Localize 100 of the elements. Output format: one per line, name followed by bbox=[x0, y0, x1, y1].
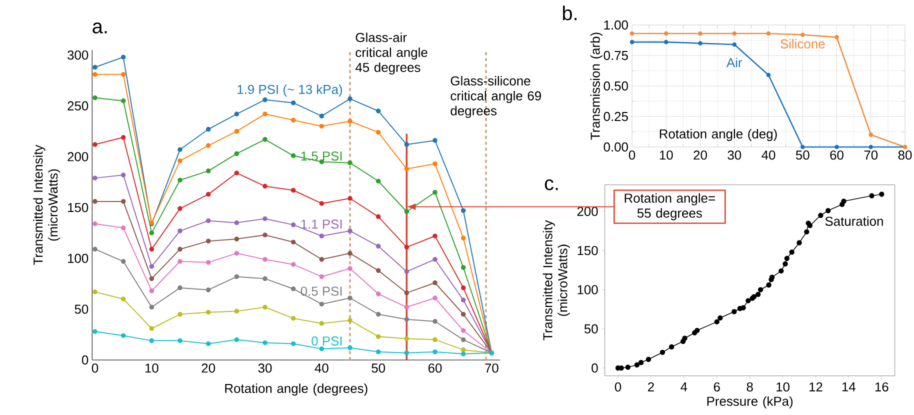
point bbox=[660, 350, 666, 355]
point bbox=[348, 318, 352, 323]
point bbox=[92, 221, 98, 226]
point bbox=[460, 236, 466, 240]
point bbox=[149, 246, 154, 252]
point bbox=[262, 256, 268, 262]
point bbox=[178, 338, 182, 344]
point bbox=[834, 144, 839, 150]
point bbox=[432, 337, 438, 342]
point bbox=[234, 337, 240, 342]
point bbox=[698, 41, 702, 46]
point bbox=[432, 190, 438, 195]
point bbox=[178, 246, 182, 252]
point bbox=[664, 40, 668, 44]
point bbox=[348, 160, 352, 166]
point bbox=[92, 176, 98, 180]
y-tick-label: 100 bbox=[68, 254, 88, 263]
point bbox=[732, 42, 737, 47]
y-tick-label: 150 bbox=[68, 202, 88, 212]
point bbox=[262, 232, 268, 238]
point bbox=[460, 352, 466, 356]
point bbox=[178, 178, 182, 182]
point bbox=[178, 285, 182, 290]
x-tick-label: 60 bbox=[830, 150, 844, 160]
point bbox=[376, 130, 381, 135]
y-tick-label: 200 bbox=[577, 206, 598, 216]
point bbox=[376, 268, 381, 273]
point bbox=[769, 274, 775, 280]
x-tick-label: 8 bbox=[746, 382, 753, 392]
point bbox=[825, 208, 831, 214]
point bbox=[290, 222, 296, 228]
point bbox=[834, 35, 839, 40]
point bbox=[404, 166, 410, 172]
point bbox=[178, 158, 182, 164]
point bbox=[178, 312, 182, 317]
y-tick-label: 100 bbox=[578, 285, 598, 294]
point bbox=[646, 356, 652, 362]
x-tick-label: 2 bbox=[648, 382, 654, 392]
point bbox=[206, 168, 211, 174]
point bbox=[694, 328, 700, 334]
point bbox=[206, 238, 211, 244]
point bbox=[789, 250, 794, 255]
point bbox=[290, 153, 296, 158]
point bbox=[262, 97, 268, 102]
point bbox=[404, 316, 410, 322]
series-label: Air bbox=[726, 58, 742, 68]
x-axis-title: Pressure (kPa) bbox=[707, 396, 793, 408]
point bbox=[668, 344, 674, 350]
point bbox=[319, 114, 324, 118]
point bbox=[348, 266, 352, 271]
x-tick-label: 40 bbox=[314, 364, 328, 373]
x-tick-label: 20 bbox=[202, 364, 216, 373]
point bbox=[120, 172, 126, 178]
point bbox=[376, 214, 381, 220]
point bbox=[234, 170, 240, 176]
chart-title: a. bbox=[92, 22, 107, 34]
x-tick-label: 40 bbox=[762, 150, 776, 160]
point bbox=[290, 240, 296, 244]
x-tick-label: 50 bbox=[372, 364, 386, 373]
point bbox=[432, 318, 438, 324]
point bbox=[404, 209, 410, 214]
point bbox=[92, 95, 98, 100]
y-tick-label: 300 bbox=[68, 50, 88, 60]
series-label: 0.5 PSI bbox=[300, 286, 342, 296]
point bbox=[869, 193, 874, 198]
point bbox=[432, 296, 438, 300]
x-tick-label: 4 bbox=[680, 382, 688, 392]
point bbox=[376, 312, 381, 317]
point bbox=[149, 264, 154, 269]
point bbox=[234, 128, 240, 134]
x-axis-title: Rotation angle (degrees) bbox=[225, 384, 368, 396]
x-tick-label: 70 bbox=[485, 364, 498, 373]
point bbox=[868, 132, 874, 137]
point bbox=[262, 184, 268, 189]
point bbox=[718, 315, 723, 320]
point bbox=[460, 285, 466, 290]
point bbox=[460, 208, 466, 213]
point bbox=[376, 349, 381, 354]
point bbox=[404, 244, 410, 250]
point bbox=[92, 72, 98, 77]
point bbox=[664, 31, 668, 36]
point bbox=[460, 337, 466, 342]
point bbox=[120, 225, 126, 230]
point bbox=[319, 159, 324, 164]
point bbox=[92, 290, 98, 294]
point bbox=[348, 345, 352, 350]
point bbox=[625, 364, 630, 370]
point bbox=[206, 143, 211, 148]
chart-title: c. bbox=[544, 179, 558, 190]
x-tick-label: 10 bbox=[776, 382, 790, 392]
point bbox=[376, 334, 381, 340]
point bbox=[755, 292, 761, 298]
point bbox=[92, 246, 98, 252]
point bbox=[796, 240, 802, 246]
point bbox=[800, 144, 805, 150]
point bbox=[766, 282, 772, 288]
point bbox=[92, 64, 98, 70]
point bbox=[348, 96, 352, 102]
point bbox=[262, 276, 268, 282]
point bbox=[120, 135, 126, 140]
